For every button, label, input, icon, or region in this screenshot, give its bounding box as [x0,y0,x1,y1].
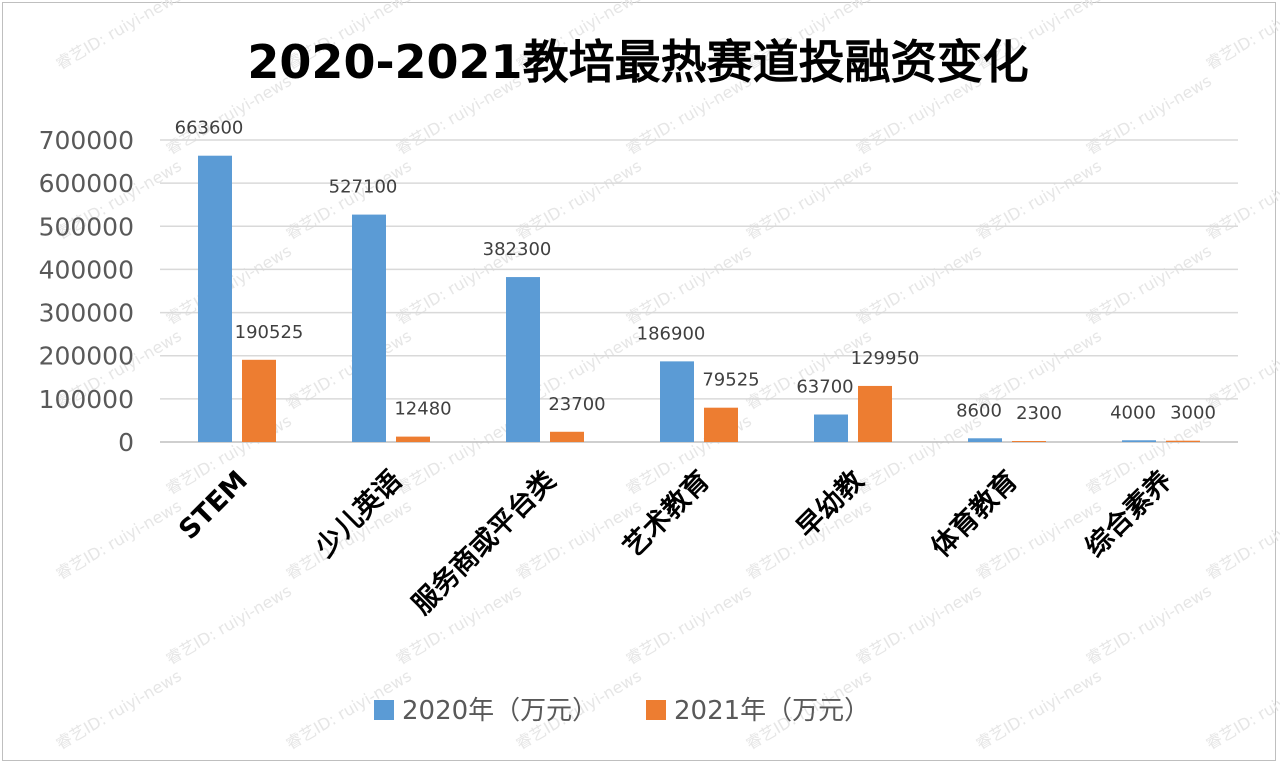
data-label: 2300 [1016,403,1062,424]
data-label: 12480 [394,399,451,420]
x-tick-label: 服务商或平台类 [406,464,562,620]
bar-2020 [198,155,232,443]
bar-2021 [242,359,276,442]
watermark-text: 睿艺ID: ruiyi-news [973,666,1105,753]
legend-label: 2021年（万元） [674,696,870,726]
watermark-text: 睿艺ID: ruiyi-news [1083,71,1215,158]
watermark-text: 睿艺ID: ruiyi-news [1203,0,1280,73]
bar-2020 [352,214,386,442]
watermark-text: 睿艺ID: ruiyi-news [1203,326,1280,413]
watermark-text: 睿艺ID: ruiyi-news [53,496,185,583]
watermark-text: 睿艺ID: ruiyi-news [53,666,185,753]
y-tick-label: 700000 [39,126,134,155]
data-label: 4000 [1110,402,1156,423]
watermark-text: 睿艺ID: ruiyi-news [53,0,185,73]
watermark-text: 睿艺ID: ruiyi-news [163,581,295,668]
bar-2021 [858,385,892,442]
watermark-text: 睿艺ID: ruiyi-news [743,156,875,243]
legend-swatch-2021 [646,700,666,720]
y-tick-label: 0 [118,428,134,457]
bar-2021 [1166,440,1200,442]
watermark-text: 睿艺ID: ruiyi-news [1083,241,1215,328]
watermark-text: 睿艺ID: ruiyi-news [973,156,1105,243]
y-tick-label: 300000 [39,299,134,328]
legend: 2020年（万元） 2021年（万元） [374,696,870,726]
watermark-text: 睿艺ID: ruiyi-news [393,411,525,498]
data-label: 23700 [548,394,605,415]
data-label: 129950 [851,348,920,369]
data-label: 186900 [637,323,706,344]
watermark-text: 睿艺ID: ruiyi-news [1203,496,1280,583]
watermark-text: 睿艺ID: ruiyi-news [1203,666,1280,753]
watermark-text: 睿艺ID: ruiyi-news [623,581,755,668]
data-label: 527100 [329,177,398,198]
bar-2020 [660,361,694,442]
watermark-text: 睿艺ID: ruiyi-news [743,326,875,413]
watermark-text: 睿艺ID: ruiyi-news [853,581,985,668]
watermark-text: 睿艺ID: ruiyi-news [283,666,415,753]
data-label: 382300 [483,239,552,260]
data-label: 663600 [175,118,244,139]
bar-2020 [968,438,1002,442]
data-label: 3000 [1170,403,1216,424]
y-tick-label: 600000 [39,169,134,198]
watermark-text: 睿艺ID: ruiyi-news [1203,156,1280,243]
y-tick-label: 200000 [39,342,134,371]
watermark-text: 睿艺ID: ruiyi-news [283,156,415,243]
data-label: 63700 [796,377,853,398]
bar-2021 [396,436,430,442]
watermark-text: 睿艺ID: ruiyi-news [623,241,755,328]
bar-2021 [704,407,738,442]
data-label: 79525 [702,370,759,391]
bars [198,155,1200,443]
bar-2020 [814,414,848,442]
watermark-text: 睿艺ID: ruiyi-news [513,156,645,243]
y-tick-label: 500000 [39,212,134,241]
y-tick-label: 400000 [39,255,134,284]
gridlines [160,139,1238,443]
data-label: 8600 [956,400,1002,421]
y-tick-label: 100000 [39,385,134,414]
bar-2021 [550,431,584,442]
watermark-text: 睿艺ID: ruiyi-news [853,241,985,328]
data-labels: 663600 190525 527100 12480 382300 23700 186900… [175,118,1216,424]
bar-2020 [506,277,540,442]
y-axis: 0 100000 200000 300000 400000 500000 600000 700… [39,126,134,457]
legend-label: 2020年（万元） [402,696,598,726]
chart-title: 2020-2021教培最热赛道投融资变化 [247,35,1028,89]
data-label: 190525 [235,322,304,343]
watermark-text: 睿艺ID: ruiyi-news [1083,581,1215,668]
bar-2021 [1012,441,1046,442]
bar-2020 [1122,440,1156,442]
legend-swatch-2020 [374,700,394,720]
